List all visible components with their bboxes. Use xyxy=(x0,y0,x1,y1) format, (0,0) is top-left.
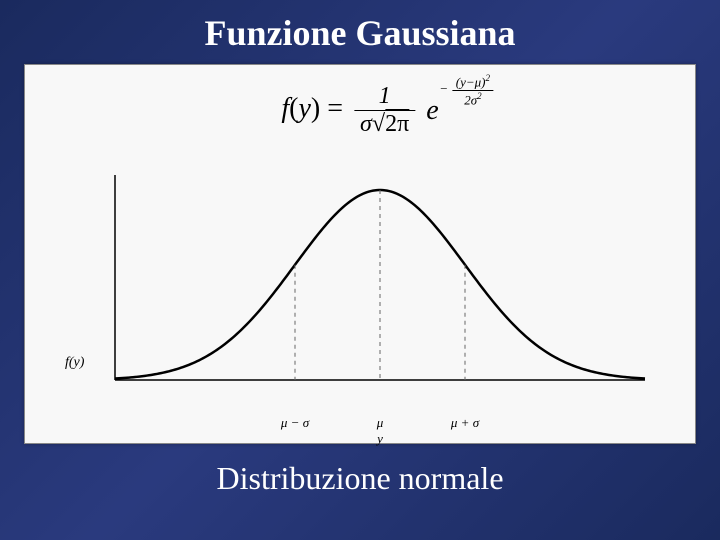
gaussian-chart: f(y) μ − σμμ + σy xyxy=(55,155,665,425)
formula-exp-den: 2σ2 xyxy=(453,91,493,108)
formula-exp-num: (y−μ)2 xyxy=(453,73,493,91)
slide-subtitle: Distribuzione normale xyxy=(0,444,720,497)
formula-fn: f xyxy=(281,93,289,124)
x-tick-label: μ xyxy=(377,415,384,431)
formula-exp-fraction: (y−μ)2 2σ2 xyxy=(453,73,493,109)
formula-var: y xyxy=(298,93,310,124)
x-tick-label: μ − σ xyxy=(281,415,309,431)
x-axis-var-label: y xyxy=(377,431,383,447)
formula-rparen: ) xyxy=(311,93,320,124)
formula-exponent: − (y−μ)2 2σ2 xyxy=(440,73,493,109)
slide-title: Funzione Gaussiana xyxy=(0,0,720,64)
gaussian-curve-svg xyxy=(55,155,665,425)
x-tick-label: μ + σ xyxy=(451,415,479,431)
formula-lparen: ( xyxy=(289,93,298,124)
formula-numerator: 1 xyxy=(354,83,415,111)
formula-main-fraction: 1 σ√2π xyxy=(354,83,415,138)
figure-panel: f(y) = 1 σ√2π e − (y−μ)2 2σ2 f(y) μ − σμ… xyxy=(24,64,696,444)
gaussian-formula: f(y) = 1 σ√2π e − (y−μ)2 2σ2 xyxy=(281,83,438,138)
formula-eq: = xyxy=(320,93,350,124)
formula-exponential: e − (y−μ)2 2σ2 xyxy=(426,95,438,127)
y-axis-label: f(y) xyxy=(65,355,84,371)
formula-e: e xyxy=(426,95,438,126)
formula-denominator: σ√2π xyxy=(354,111,415,138)
